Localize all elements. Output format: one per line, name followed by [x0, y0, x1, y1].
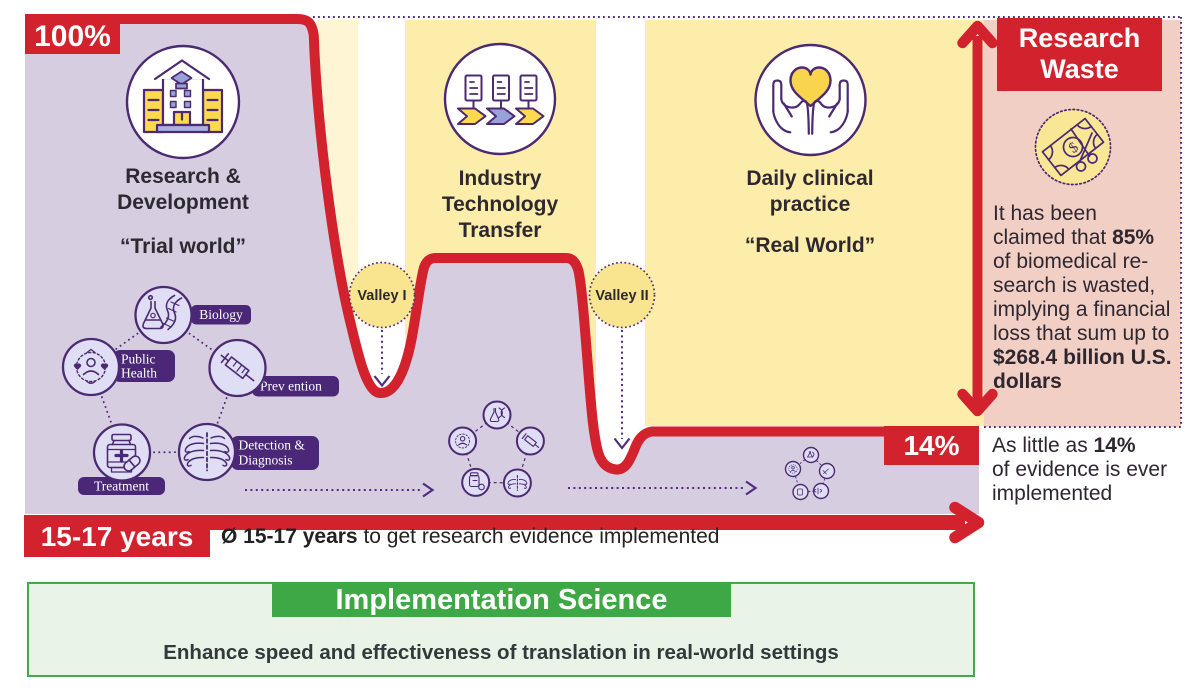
svg-text:Public: Public	[121, 352, 156, 367]
svg-text:Health: Health	[121, 366, 157, 381]
svg-text:Treatment: Treatment	[94, 479, 149, 494]
svg-text:Biology: Biology	[199, 307, 243, 322]
svg-text:Diagnosis: Diagnosis	[239, 453, 293, 468]
svg-text:Valley I: Valley I	[357, 288, 406, 304]
svg-text:Prev ention: Prev ention	[260, 379, 322, 394]
svg-text:Detection &: Detection &	[239, 438, 306, 453]
svg-text:Valley II: Valley II	[595, 288, 648, 304]
